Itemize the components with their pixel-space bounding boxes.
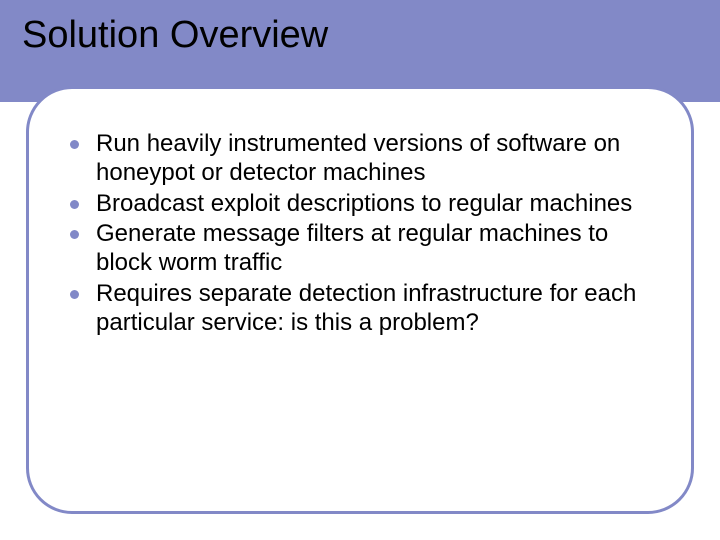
bullet-list: Run heavily instrumented versions of sof… — [70, 130, 670, 340]
list-item: Broadcast exploit descriptions to regula… — [70, 190, 670, 219]
list-item: Requires separate detection infrastructu… — [70, 280, 670, 338]
slide: Solution Overview Run heavily instrument… — [0, 0, 720, 540]
title-underline — [20, 65, 280, 68]
list-item: Generate message filters at regular mach… — [70, 220, 670, 278]
slide-title: Solution Overview — [22, 14, 328, 57]
list-item: Run heavily instrumented versions of sof… — [70, 130, 670, 188]
